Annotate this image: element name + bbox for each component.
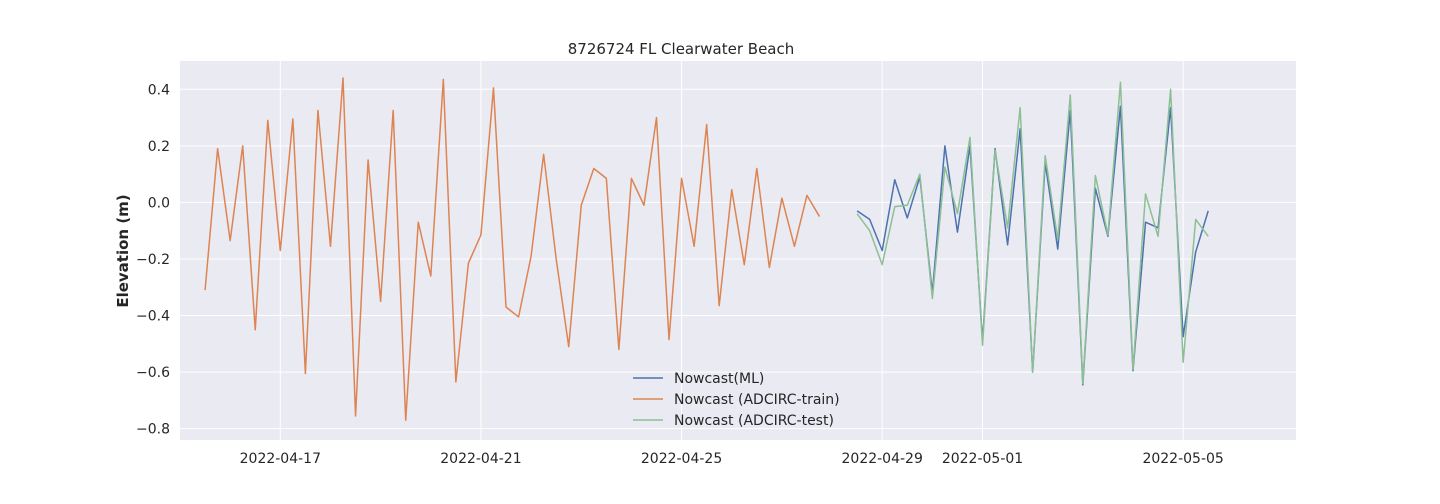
- y-tick-label: −0.4: [136, 309, 170, 325]
- y-axis-label: Elevation (m): [114, 194, 132, 307]
- series-line-nowcast-adcirc-train: [204, 77, 821, 421]
- legend-label: Nowcast (ADCIRC-test): [674, 413, 834, 429]
- x-tick-label: 2022-04-29: [842, 451, 923, 467]
- y-tick-label: −0.8: [136, 422, 170, 438]
- y-tick-label: −0.6: [136, 365, 170, 381]
- legend-label: Nowcast(ML): [674, 371, 764, 387]
- legend: Nowcast(ML) Nowcast (ADCIRC-train) Nowcast…: [633, 371, 840, 429]
- x-tick-label: 2022-04-17: [240, 451, 321, 467]
- y-tick-label: −0.2: [136, 252, 170, 268]
- chart-title: 8726724 FL Clearwater Beach: [568, 40, 795, 58]
- x-tick-label: 2022-04-21: [440, 451, 521, 467]
- plot-area: [180, 61, 1296, 440]
- y-axis-ticks: −0.8 −0.6 −0.4 −0.2 0.0 0.2 0.4: [136, 82, 170, 437]
- x-tick-label: 2022-05-01: [942, 451, 1023, 467]
- series-line-nowcast-adcirc-test: [856, 81, 1209, 385]
- x-tick-label: 2022-05-05: [1142, 451, 1223, 467]
- y-tick-label: 0.2: [148, 139, 170, 155]
- series-lines: [204, 77, 1209, 421]
- y-tick-label: 0.4: [148, 82, 170, 98]
- y-tick-label: 0.0: [148, 195, 170, 211]
- x-axis-ticks: 2022-04-17 2022-04-21 2022-04-25 2022-04-29…: [240, 451, 1224, 467]
- legend-label: Nowcast (ADCIRC-train): [674, 392, 840, 408]
- x-tick-label: 2022-04-25: [641, 451, 722, 467]
